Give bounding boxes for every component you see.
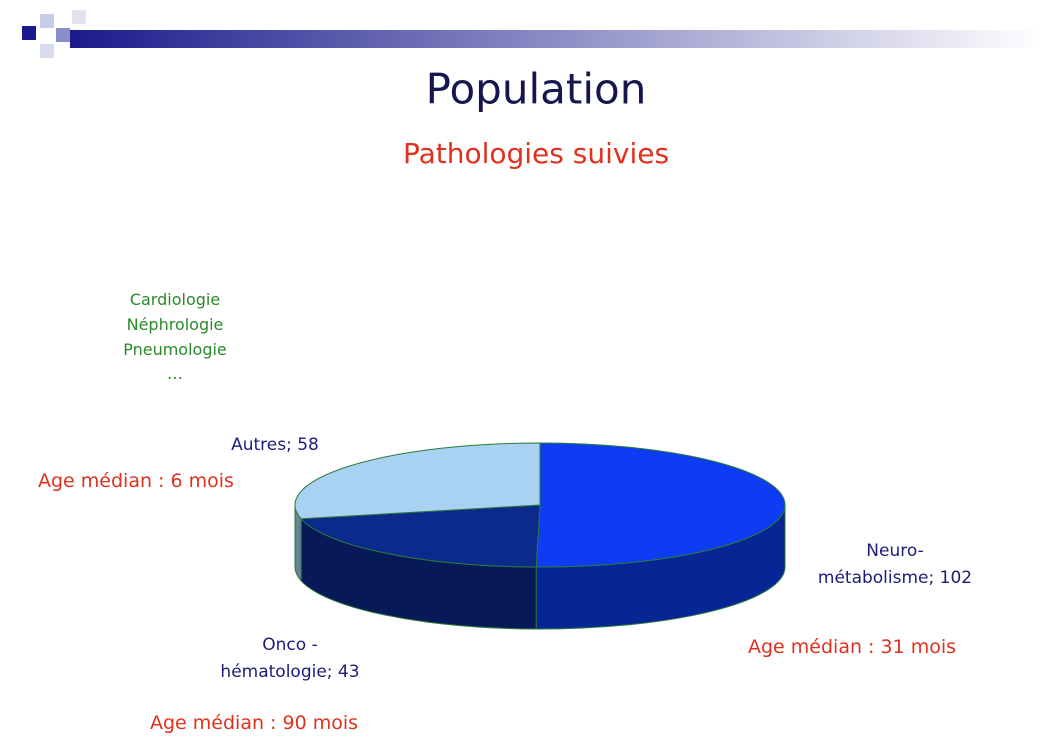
- slice-label: Neuro- métabolisme; 102: [817, 541, 973, 589]
- header-square: [72, 10, 86, 24]
- note: Cardiologie Néphrologie Pneumologie …: [123, 290, 227, 384]
- pie-slice: [294, 442, 541, 520]
- header-square: [22, 26, 36, 40]
- annotation: Age médian : 6 mois: [38, 470, 234, 492]
- header-bar: [70, 30, 1042, 48]
- annotation: Age médian : 31 mois: [748, 636, 957, 658]
- header-square: [40, 44, 54, 58]
- pie-slice: [535, 442, 786, 568]
- chart-title: Population: [426, 65, 647, 114]
- slice-label: Autres; 58: [231, 435, 319, 455]
- slice-label: Onco - hématologie; 43: [220, 635, 360, 683]
- annotation: Age médian : 90 mois: [150, 712, 359, 734]
- chart-subtitle: Pathologies suivies: [403, 137, 669, 170]
- header-square: [40, 14, 54, 28]
- pie-slice: [300, 504, 541, 568]
- header-square: [56, 28, 70, 42]
